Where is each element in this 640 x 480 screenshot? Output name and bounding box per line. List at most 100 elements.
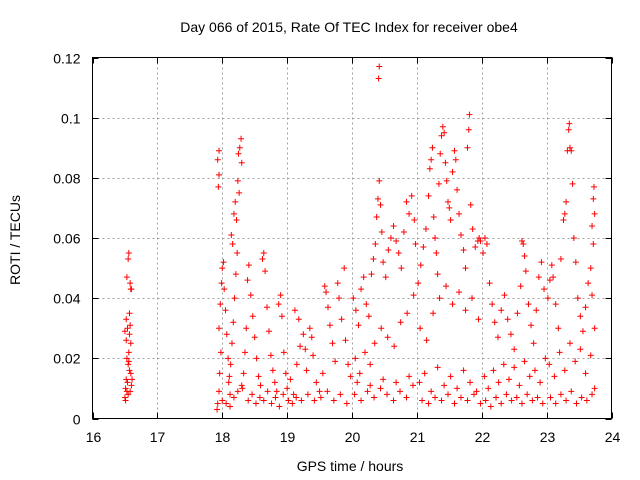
data-point: [552, 400, 559, 407]
data-point: [273, 388, 280, 395]
data-point: [236, 144, 243, 151]
data-point: [451, 400, 458, 407]
data-point: [375, 75, 382, 82]
y-tick-label: 0: [73, 412, 81, 428]
data-point: [376, 177, 383, 184]
data-point: [511, 346, 518, 353]
data-point: [378, 325, 385, 332]
data-point: [560, 216, 567, 223]
data-point: [221, 286, 228, 293]
data-point: [238, 159, 245, 166]
data-point: [124, 325, 131, 332]
data-point: [351, 391, 358, 398]
data-point: [127, 340, 134, 347]
data-point: [128, 382, 135, 389]
data-point: [473, 388, 480, 395]
data-point: [534, 394, 541, 401]
data-point: [374, 195, 381, 202]
data-point: [216, 388, 223, 395]
data-point: [123, 274, 130, 281]
data-point: [234, 250, 241, 257]
data-point: [425, 192, 432, 199]
data-point: [485, 385, 492, 392]
data-point: [393, 238, 400, 245]
data-point: [393, 379, 400, 386]
data-point: [126, 331, 133, 338]
data-point: [498, 400, 505, 407]
data-point: [365, 313, 372, 320]
data-point: [282, 370, 289, 377]
x-tick-label: 24: [605, 429, 621, 445]
x-tick-label: 22: [475, 429, 491, 445]
data-point: [220, 259, 227, 266]
data-point: [403, 198, 410, 205]
data-point: [462, 307, 469, 314]
data-point: [481, 235, 488, 241]
data-points: [121, 63, 598, 413]
data-point: [249, 313, 256, 320]
grid-lines: [92, 57, 612, 419]
data-point: [371, 340, 378, 347]
x-tick-label: 17: [150, 429, 166, 445]
data-point: [256, 394, 263, 401]
data-point: [487, 403, 494, 410]
data-point: [298, 397, 305, 404]
data-point: [411, 216, 418, 223]
data-point: [368, 271, 375, 278]
data-point: [219, 397, 226, 404]
data-point: [253, 355, 260, 362]
data-point: [546, 277, 553, 284]
data-point: [385, 247, 392, 254]
data-point: [240, 370, 247, 377]
x-axis-title: GPS time / hours: [297, 458, 404, 474]
data-point: [216, 171, 223, 178]
y-tick-label: 0.12: [53, 51, 80, 67]
data-point: [238, 382, 245, 389]
data-point: [406, 373, 413, 380]
data-point: [255, 373, 262, 380]
data-point: [216, 370, 223, 377]
data-point: [303, 367, 310, 374]
data-point: [244, 277, 251, 284]
data-point: [507, 331, 514, 338]
data-point: [306, 325, 313, 332]
data-point: [214, 400, 221, 407]
data-point: [451, 147, 458, 154]
data-point: [495, 379, 502, 386]
data-point: [436, 295, 443, 302]
data-point: [125, 349, 132, 356]
data-point: [590, 195, 597, 202]
data-point: [572, 259, 579, 266]
data-point: [511, 364, 518, 371]
data-point: [435, 180, 442, 187]
data-point: [528, 322, 535, 329]
data-point: [419, 397, 426, 404]
data-point: [324, 388, 331, 395]
data-point: [355, 322, 362, 329]
data-point: [293, 361, 300, 368]
data-point: [276, 403, 283, 410]
data-point: [454, 186, 461, 193]
data-point: [377, 385, 384, 392]
data-point: [403, 394, 410, 401]
data-point: [535, 274, 542, 281]
data-point: [272, 394, 279, 401]
data-point: [337, 391, 344, 398]
data-point: [578, 394, 585, 401]
data-point: [265, 328, 272, 335]
chart-title: Day 066 of 2015, Rate Of TEC Index for r…: [180, 19, 518, 35]
data-point: [537, 379, 544, 386]
data-point: [477, 400, 484, 407]
data-point: [462, 265, 469, 272]
data-point: [235, 150, 242, 157]
data-point: [230, 394, 237, 401]
data-point: [338, 316, 345, 323]
data-point: [367, 361, 374, 368]
data-point: [387, 235, 394, 241]
data-point: [423, 337, 430, 344]
data-point: [428, 388, 435, 395]
data-point: [317, 394, 324, 401]
data-point: [577, 346, 584, 353]
data-point: [466, 111, 473, 118]
data-point: [127, 388, 134, 395]
